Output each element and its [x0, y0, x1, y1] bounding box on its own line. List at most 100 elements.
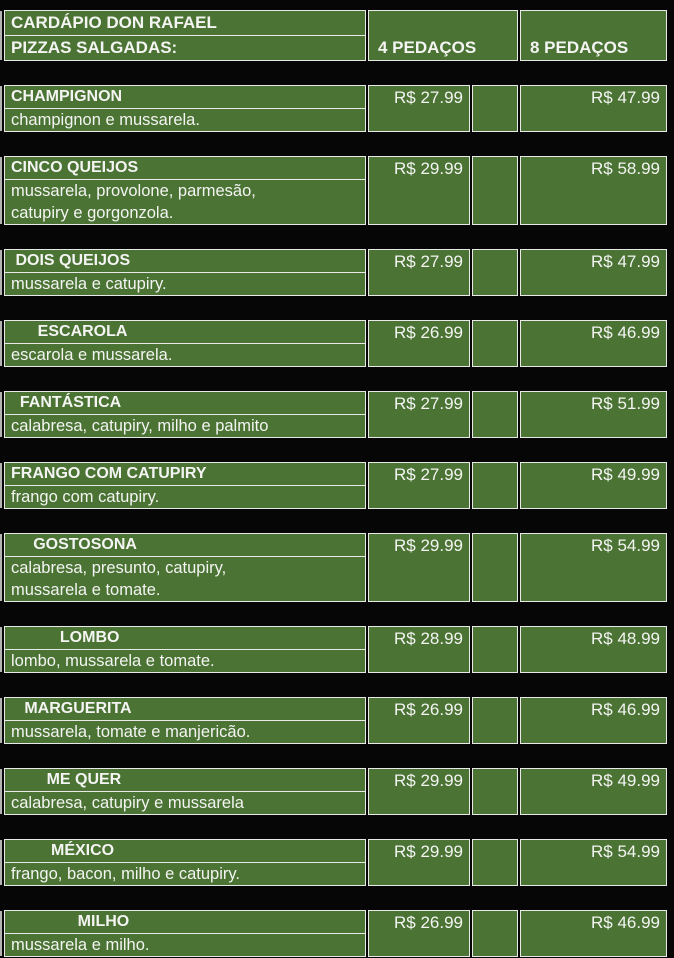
item-price-8-pieces: R$ 49.99: [520, 462, 667, 509]
menu-items: CHAMPIGNON champignon e mussarela. R$ 27…: [0, 85, 667, 957]
item-name: ESCAROLA: [5, 321, 365, 344]
item-name-cell: CHAMPIGNON champignon e mussarela.: [4, 85, 366, 132]
item-description-line: calabresa, catupiry e mussarela: [11, 794, 244, 812]
item-name: FANTÁSTICA: [5, 392, 365, 415]
item-description-line: frango com catupiry.: [11, 488, 160, 506]
menu-item-row: CHAMPIGNON champignon e mussarela. R$ 27…: [0, 85, 667, 132]
item-name-cell: DOIS QUEIJOS mussarela e catupiry.: [4, 249, 366, 296]
item-price-4-pieces: R$ 27.99: [368, 249, 470, 296]
item-description: mussarela, tomate e manjericão.: [5, 721, 365, 743]
item-name-cell: ESCAROLA escarola e mussarela.: [4, 320, 366, 367]
spacer-cell: [472, 768, 518, 815]
item-description-line: mussarela, provolone, parmesão,: [11, 182, 256, 200]
item-description: mussarela e catupiry.: [5, 273, 365, 295]
item-name: MÉXICO: [5, 840, 365, 863]
item-price-4-pieces: R$ 26.99: [368, 697, 470, 744]
item-price-8-pieces: R$ 54.99: [520, 839, 667, 886]
menu-item-row: CINCO QUEIJOS mussarela, provolone, parm…: [0, 156, 667, 225]
menu-item-row: ME QUER calabresa, catupiry e mussarela …: [0, 768, 667, 815]
menu-item-row: MÉXICO frango, bacon, milho e catupiry. …: [0, 839, 667, 886]
item-price-8-pieces: R$ 51.99: [520, 391, 667, 438]
menu-item-row: LOMBO lombo, mussarela e tomate. R$ 28.9…: [0, 626, 667, 673]
item-description-line: calabresa, presunto, catupiry,: [11, 559, 227, 577]
item-description: champignon e mussarela.: [5, 109, 365, 131]
item-price-4-pieces: R$ 27.99: [368, 391, 470, 438]
spacer-cell: [472, 156, 518, 225]
item-description-line: lombo, mussarela e tomate.: [11, 652, 215, 670]
item-name: ME QUER: [5, 769, 365, 792]
item-description: calabresa, catupiry, milho e palmito: [5, 415, 365, 437]
menu-item-row: MARGUERITA mussarela, tomate e manjericã…: [0, 697, 667, 744]
menu-header-left-cell: CARDÁPIO DON RAFAEL PIZZAS SALGADAS:: [4, 10, 366, 61]
item-name: CHAMPIGNON: [5, 86, 365, 109]
item-name-cell: FANTÁSTICA calabresa, catupiry, milho e …: [4, 391, 366, 438]
item-description: escarola e mussarela.: [5, 344, 365, 366]
item-name: LOMBO: [5, 627, 365, 650]
spacer-cell: [472, 320, 518, 367]
item-price-4-pieces: R$ 29.99: [368, 533, 470, 602]
item-description-line: champignon e mussarela.: [11, 111, 200, 129]
spacer-cell: [472, 626, 518, 673]
menu-item-row: GOSTOSONA calabresa, presunto, catupiry,…: [0, 533, 667, 602]
spacer-cell: [472, 839, 518, 886]
item-name-cell: MILHO mussarela e milho.: [4, 910, 366, 957]
item-name-cell: LOMBO lombo, mussarela e tomate.: [4, 626, 366, 673]
item-price-8-pieces: R$ 46.99: [520, 910, 667, 957]
item-description-line: mussarela, tomate e manjericão.: [11, 723, 251, 741]
item-price-4-pieces: R$ 29.99: [368, 768, 470, 815]
item-description: frango com catupiry.: [5, 486, 365, 508]
spacer-cell: [472, 697, 518, 744]
menu-title: CARDÁPIO DON RAFAEL: [5, 11, 365, 36]
item-description: calabresa, presunto, catupiry, mussarela …: [5, 557, 365, 601]
item-price-8-pieces: R$ 49.99: [520, 768, 667, 815]
item-name: MARGUERITA: [5, 698, 365, 721]
item-price-8-pieces: R$ 47.99: [520, 85, 667, 132]
item-price-4-pieces: R$ 26.99: [368, 320, 470, 367]
item-name-cell: CINCO QUEIJOS mussarela, provolone, parm…: [4, 156, 366, 225]
spacer-cell: [472, 462, 518, 509]
item-price-8-pieces: R$ 54.99: [520, 533, 667, 602]
menu-table: CARDÁPIO DON RAFAEL PIZZAS SALGADAS: 4 P…: [0, 10, 667, 957]
item-description: mussarela e milho.: [5, 934, 365, 956]
item-name: DOIS QUEIJOS: [5, 250, 365, 273]
item-description-line: escarola e mussarela.: [11, 346, 173, 364]
item-name-cell: ME QUER calabresa, catupiry e mussarela: [4, 768, 366, 815]
item-price-8-pieces: R$ 46.99: [520, 697, 667, 744]
menu-item-row: ESCAROLA escarola e mussarela. R$ 26.99 …: [0, 320, 667, 367]
item-price-4-pieces: R$ 28.99: [368, 626, 470, 673]
item-description-line: frango, bacon, milho e catupiry.: [11, 865, 240, 883]
item-description: calabresa, catupiry e mussarela: [5, 792, 365, 814]
item-description-line: mussarela e catupiry.: [11, 275, 167, 293]
spacer-cell: [472, 910, 518, 957]
item-price-8-pieces: R$ 48.99: [520, 626, 667, 673]
item-price-8-pieces: R$ 58.99: [520, 156, 667, 225]
item-price-4-pieces: R$ 26.99: [368, 910, 470, 957]
column-header-4-pieces: 4 PEDAÇOS: [368, 10, 518, 61]
menu-section-label: PIZZAS SALGADAS:: [11, 38, 178, 57]
spacer-cell: [472, 533, 518, 602]
spacer-cell: [472, 391, 518, 438]
item-price-4-pieces: R$ 27.99: [368, 462, 470, 509]
item-price-4-pieces: R$ 29.99: [368, 156, 470, 225]
item-description: lombo, mussarela e tomate.: [5, 650, 365, 672]
menu-header: CARDÁPIO DON RAFAEL PIZZAS SALGADAS: 4 P…: [0, 10, 667, 61]
item-name-cell: GOSTOSONA calabresa, presunto, catupiry,…: [4, 533, 366, 602]
item-name-cell: MÉXICO frango, bacon, milho e catupiry.: [4, 839, 366, 886]
item-name: MILHO: [5, 911, 365, 934]
item-name-cell: MARGUERITA mussarela, tomate e manjericã…: [4, 697, 366, 744]
spacer-cell: [472, 85, 518, 132]
item-description-line: mussarela e milho.: [11, 936, 150, 954]
item-name: CINCO QUEIJOS: [5, 157, 365, 180]
menu-item-row: FANTÁSTICA calabresa, catupiry, milho e …: [0, 391, 667, 438]
menu-item-row: MILHO mussarela e milho. R$ 26.99 R$ 46.…: [0, 910, 667, 957]
item-price-8-pieces: R$ 46.99: [520, 320, 667, 367]
spacer-cell: [472, 249, 518, 296]
item-description-line: catupiry e gorgonzola.: [11, 204, 174, 222]
item-description-line: calabresa, catupiry, milho e palmito: [11, 417, 269, 435]
column-header-8-pieces: 8 PEDAÇOS: [520, 10, 667, 61]
item-price-4-pieces: R$ 29.99: [368, 839, 470, 886]
item-description: mussarela, provolone, parmesão, catupiry …: [5, 180, 365, 224]
item-description: frango, bacon, milho e catupiry.: [5, 863, 365, 885]
item-price-8-pieces: R$ 47.99: [520, 249, 667, 296]
